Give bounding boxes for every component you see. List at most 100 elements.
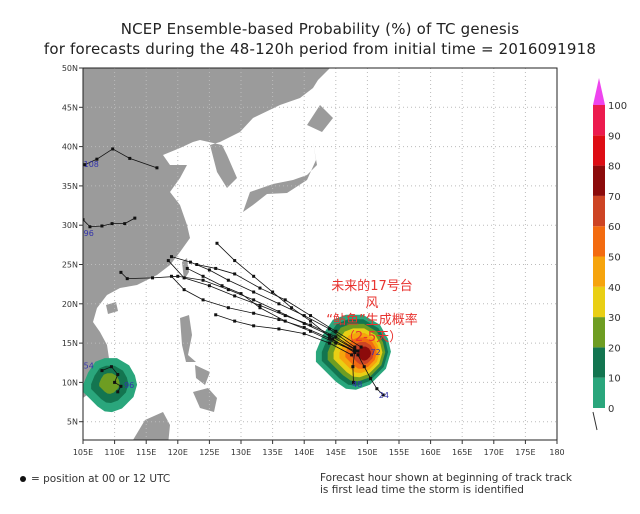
lon-tick-label: 150E — [357, 448, 377, 457]
track-position-marker — [350, 353, 354, 357]
track-position-marker — [277, 302, 281, 306]
track-position-marker — [283, 319, 287, 323]
track-position-marker — [166, 259, 170, 263]
colorbar-label: 100 — [608, 101, 627, 112]
lat-tick-label: 10N — [62, 378, 78, 387]
lat-tick-label: 45N — [62, 103, 78, 112]
land-borneo — [133, 412, 170, 440]
probability-contour-70 — [357, 346, 372, 361]
colorbar-bin-30 — [593, 286, 605, 318]
track-position-marker — [327, 327, 331, 331]
track-position-marker — [201, 278, 205, 282]
colorbar-bin-60 — [593, 195, 605, 227]
typhoon-annotation: 未来的17号台风 “鲇鱼”生成概率 （2-5天） — [326, 278, 418, 346]
colorbar-bin-70 — [593, 165, 605, 196]
track-position-marker — [353, 345, 357, 349]
chart-subtitle: for forecasts during the 48-120h period … — [43, 40, 597, 58]
colorbar-bin-0 — [593, 377, 605, 408]
track-position-marker — [252, 298, 256, 302]
lat-tick-label: 20N — [62, 300, 78, 309]
track-position-marker — [182, 276, 186, 280]
track-position-marker — [188, 260, 192, 264]
track-position-marker — [119, 384, 123, 388]
lat-tick-label: 5N — [67, 418, 78, 427]
track-position-marker — [155, 166, 159, 170]
colorbar: 0 10 20 30 40 50 60 70 80 90 100 — [592, 78, 627, 431]
track-position-marker — [258, 303, 262, 307]
land-japan — [243, 142, 317, 212]
annotation-line1: 未来的17号台风 — [331, 279, 413, 311]
colorbar-label: 80 — [608, 162, 621, 173]
colorbar-over-arrow — [593, 78, 605, 105]
track-position-marker — [214, 266, 218, 270]
track-position-marker — [185, 266, 189, 270]
lon-tick-label: 115E — [136, 448, 156, 457]
lat-tick-label: 50N — [62, 64, 78, 73]
track-position-marker — [252, 274, 256, 278]
track-position-marker — [226, 306, 230, 310]
track-position-marker — [334, 329, 338, 333]
track-labels: 108 96 54 96 48 24 72 — [84, 160, 389, 400]
lon-tick-label: 105E — [73, 448, 93, 457]
chart-title: NCEP Ensemble-based Probability (%) of T… — [120, 20, 520, 38]
track-position-marker — [327, 341, 331, 345]
track-position-marker — [123, 222, 127, 226]
track-position-marker — [182, 288, 186, 292]
track-position-marker — [302, 314, 306, 318]
track-position-marker — [359, 345, 363, 349]
track-position-marker — [283, 314, 287, 318]
lon-tick-label: 140E — [294, 448, 314, 457]
lon-tick-label: 130E — [231, 448, 251, 457]
lon-tick-label: 180 — [549, 448, 564, 457]
track-position-marker — [110, 222, 114, 226]
colorbar-label: 10 — [608, 374, 621, 385]
track-hour-label: 96 — [124, 381, 134, 390]
lon-tick-label: 120E — [168, 448, 188, 457]
track-position-marker — [233, 272, 237, 276]
track-position-marker — [83, 218, 85, 222]
track-position-marker — [233, 259, 237, 263]
probability-contour-20 — [99, 373, 120, 394]
colorbar-bin-80 — [593, 135, 605, 166]
land-visayas — [195, 365, 210, 385]
track-position-marker — [356, 353, 360, 357]
track-position-marker — [290, 306, 294, 310]
track-position-marker — [207, 284, 211, 288]
track-position-marker — [331, 337, 335, 341]
track-position-marker — [277, 318, 281, 322]
track-position-marker — [258, 306, 262, 310]
track-position-marker — [258, 286, 262, 290]
land-mindanao — [193, 388, 217, 412]
track-position-marker — [327, 333, 331, 337]
track-position-marker — [214, 313, 218, 317]
track-position-marker — [302, 332, 306, 336]
position-dot-icon — [20, 476, 26, 482]
track-position-marker — [151, 276, 155, 280]
colorbar-label: 0 — [608, 404, 614, 415]
track-position-marker — [271, 290, 275, 294]
track-position-marker — [356, 349, 360, 353]
map-frame — [82, 67, 558, 441]
axes: 105E 110E 115E 120E 125E 130E 135E 140E 145E 150E… — [62, 64, 565, 457]
track-position-marker — [309, 319, 313, 323]
colorbar-label: 70 — [608, 192, 621, 203]
lon-tick-label: 170E — [484, 448, 504, 457]
track-position-marker — [327, 336, 331, 340]
track-position-marker — [169, 255, 173, 259]
lon-tick-label: 145E — [326, 448, 346, 457]
footer-note: Forecast hour shown at beginning of trac… — [320, 472, 572, 496]
track-line — [196, 264, 362, 348]
track-position-marker — [369, 376, 373, 380]
track-position-marker — [201, 274, 205, 278]
track-position-marker — [239, 292, 243, 296]
track-position-marker — [375, 387, 379, 391]
track-position-marker — [113, 380, 117, 384]
track-position-marker — [169, 274, 173, 278]
colorbar-label: 60 — [608, 222, 621, 233]
track-position-marker — [252, 311, 256, 315]
track-position-marker — [83, 163, 87, 167]
colorbar-bin-90 — [593, 105, 605, 136]
track-position-marker — [201, 298, 205, 302]
track-position-marker — [100, 224, 104, 228]
